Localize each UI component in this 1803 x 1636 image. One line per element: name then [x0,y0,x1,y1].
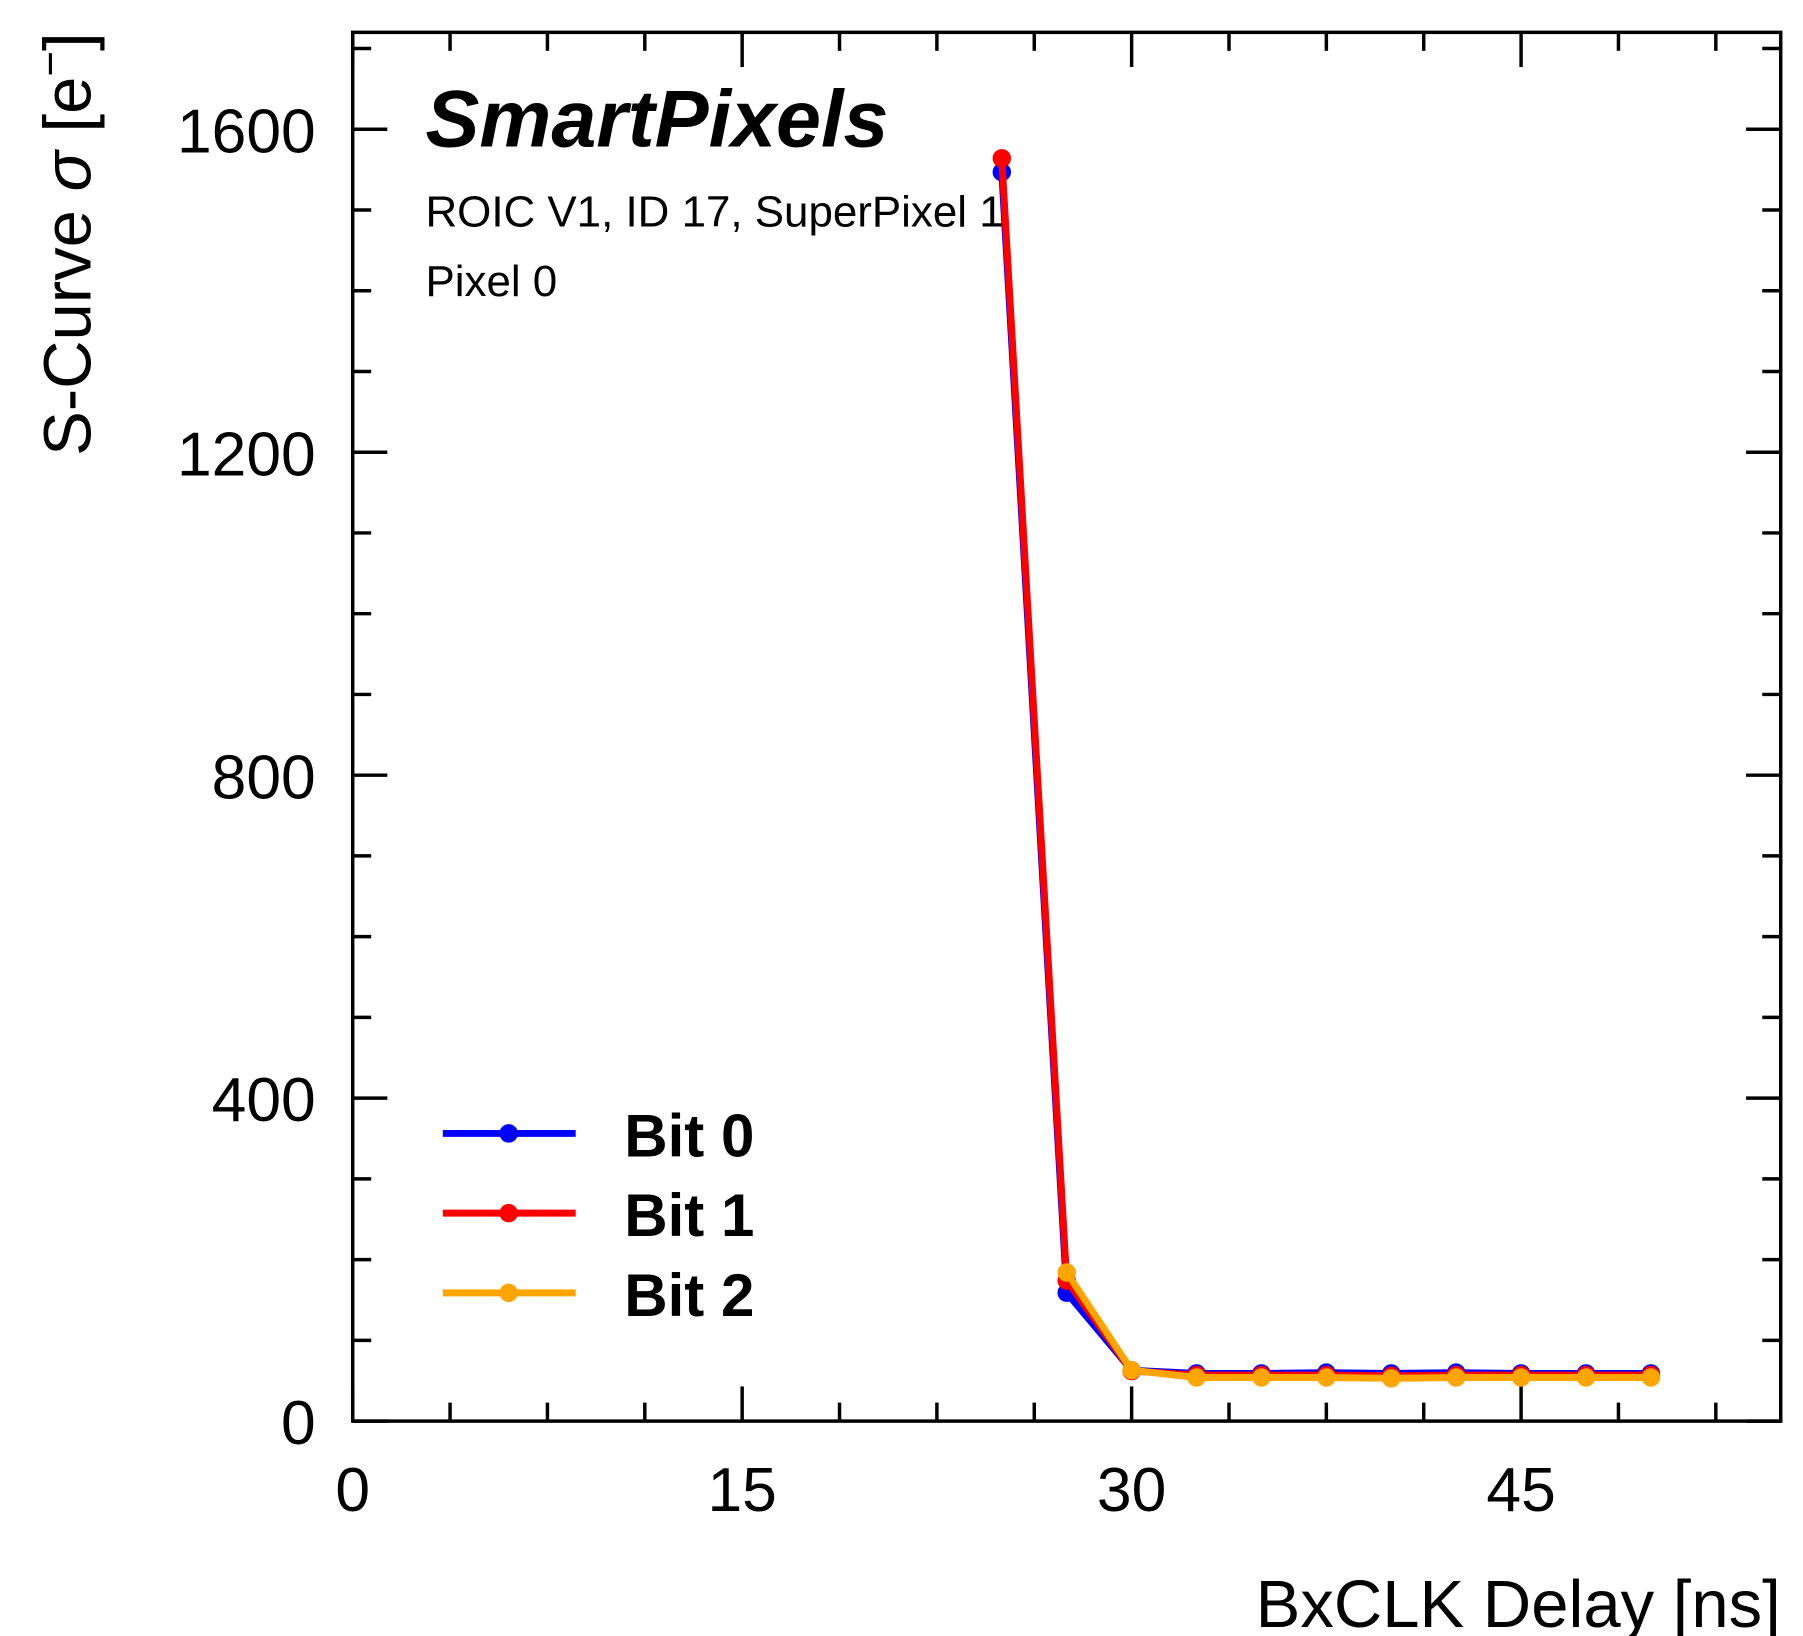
y-axis-label: S-Curve σ [e−] [26,32,105,456]
x-tick-label: 0 [335,1456,370,1525]
data-point [1511,1368,1531,1387]
x-tick-label: 45 [1486,1456,1555,1525]
legend-marker [499,1203,518,1223]
subtitle-line-2: Pixel 0 [425,257,557,306]
x-axis-label: BxCLK Delay [ns] [1256,1567,1781,1636]
legend-label: Bit 1 [624,1182,754,1249]
x-tick-label: 15 [707,1456,776,1525]
y-label-unit: [e [30,77,105,152]
legend-marker [499,1283,518,1303]
subtitle-line-1: ROIC V1, ID 17, SuperPixel 1 [425,187,1003,236]
y-label-sigma: σ [30,149,105,192]
x-tick-label: 30 [1097,1456,1166,1525]
axis-ticks [350,32,1781,1423]
series-group [992,149,1661,1388]
data-point [1641,1368,1661,1387]
data-point [1252,1368,1271,1387]
data-point [1057,1263,1076,1282]
y-label-sup: − [26,51,75,77]
y-label-main: S-Curve [30,192,105,456]
data-point [1382,1369,1401,1388]
y-label-close: ] [30,32,105,51]
y-tick-label: 1600 [177,97,316,166]
y-tick-label: 400 [212,1066,316,1135]
y-tick-label: 800 [212,743,316,812]
series-line-bit-0 [998,171,1651,1377]
data-point [992,149,1012,168]
legend-label: Bit 0 [624,1103,754,1170]
chart-title: SmartPixels [425,75,888,165]
legend: Bit 0 Bit 1 Bit 2 [442,1103,754,1329]
data-point [1317,1368,1336,1387]
plot-frame [350,30,1783,1423]
legend-marker [499,1124,518,1143]
data-point [1576,1368,1596,1387]
data-point [1446,1368,1466,1387]
data-point [1187,1368,1206,1387]
data-point [1122,1360,1141,1380]
tick-labels: 0 15 30 45 0 400 800 1200 1600 [177,97,1556,1525]
legend-label: Bit 2 [624,1262,754,1329]
series-line-bit-2 [1063,1270,1651,1382]
y-tick-label: 0 [281,1389,316,1458]
series-line-bit-1 [998,158,1651,1380]
y-tick-label: 1200 [177,420,316,489]
